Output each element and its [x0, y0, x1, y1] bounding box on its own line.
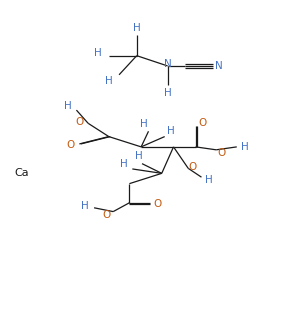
Text: O: O	[67, 140, 75, 150]
Text: H: H	[135, 151, 143, 161]
Text: Ca: Ca	[15, 168, 29, 178]
Text: H: H	[241, 142, 249, 152]
Text: O: O	[75, 117, 83, 127]
Text: O: O	[217, 148, 226, 158]
Text: H: H	[167, 126, 174, 136]
Text: O: O	[102, 209, 111, 219]
Text: H: H	[205, 175, 213, 185]
Text: O: O	[189, 162, 197, 172]
Text: H: H	[140, 119, 148, 129]
Text: H: H	[164, 88, 171, 98]
Text: H: H	[81, 201, 89, 211]
Text: N: N	[164, 59, 171, 69]
Text: H: H	[105, 76, 113, 86]
Text: H: H	[64, 101, 72, 111]
Text: N: N	[215, 61, 222, 71]
Text: O: O	[198, 118, 206, 128]
Text: H: H	[94, 48, 102, 58]
Text: H: H	[133, 23, 140, 33]
Text: H: H	[120, 159, 127, 169]
Text: O: O	[153, 199, 162, 209]
